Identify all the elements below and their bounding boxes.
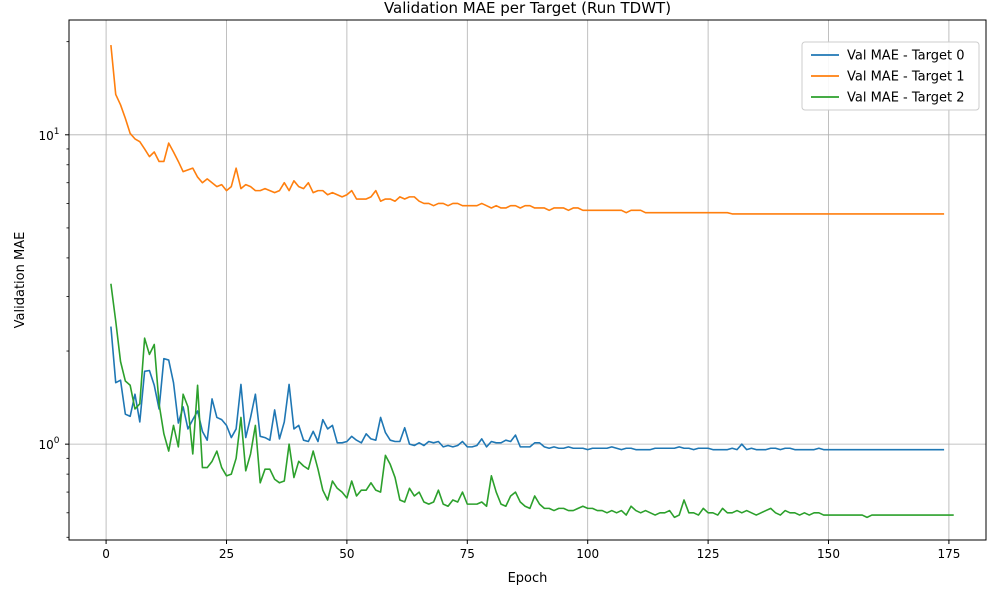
- x-axis-ticks: 0 25 50 75 100 125 150 175: [102, 540, 960, 561]
- plot-frame: [68, 19, 987, 541]
- x-axis-label: Epoch: [508, 571, 548, 586]
- x-tick-label: 0: [102, 547, 110, 561]
- x-tick-label: 25: [219, 547, 234, 561]
- legend-label: Val MAE - Target 1: [847, 70, 965, 85]
- x-tick-label: 125: [697, 547, 720, 561]
- x-tick-label: 150: [817, 547, 840, 561]
- series-line-target-0: [110, 326, 945, 451]
- y-axis-label: Validation MAE: [13, 232, 28, 329]
- legend: Val MAE - Target 0 Val MAE - Target 1 Val …: [801, 41, 980, 111]
- series-group: [110, 44, 954, 519]
- x-tick-label: 175: [937, 547, 960, 561]
- x-tick-label: 75: [460, 547, 475, 561]
- y-axis-ticks: 100 101: [38, 41, 69, 538]
- x-tick-label: 100: [576, 547, 599, 561]
- series-line-target-1: [110, 44, 945, 215]
- y-tick-label: 100: [38, 436, 59, 452]
- x-tick-label: 50: [339, 547, 354, 561]
- series-line-target-2: [110, 283, 954, 519]
- legend-box: [801, 41, 980, 111]
- chart-title: Validation MAE per Target (Run TDWT): [384, 0, 671, 17]
- legend-label: Val MAE - Target 2: [847, 91, 965, 106]
- legend-label: Val MAE - Target 0: [847, 49, 965, 64]
- y-tick-label: 101: [38, 127, 59, 143]
